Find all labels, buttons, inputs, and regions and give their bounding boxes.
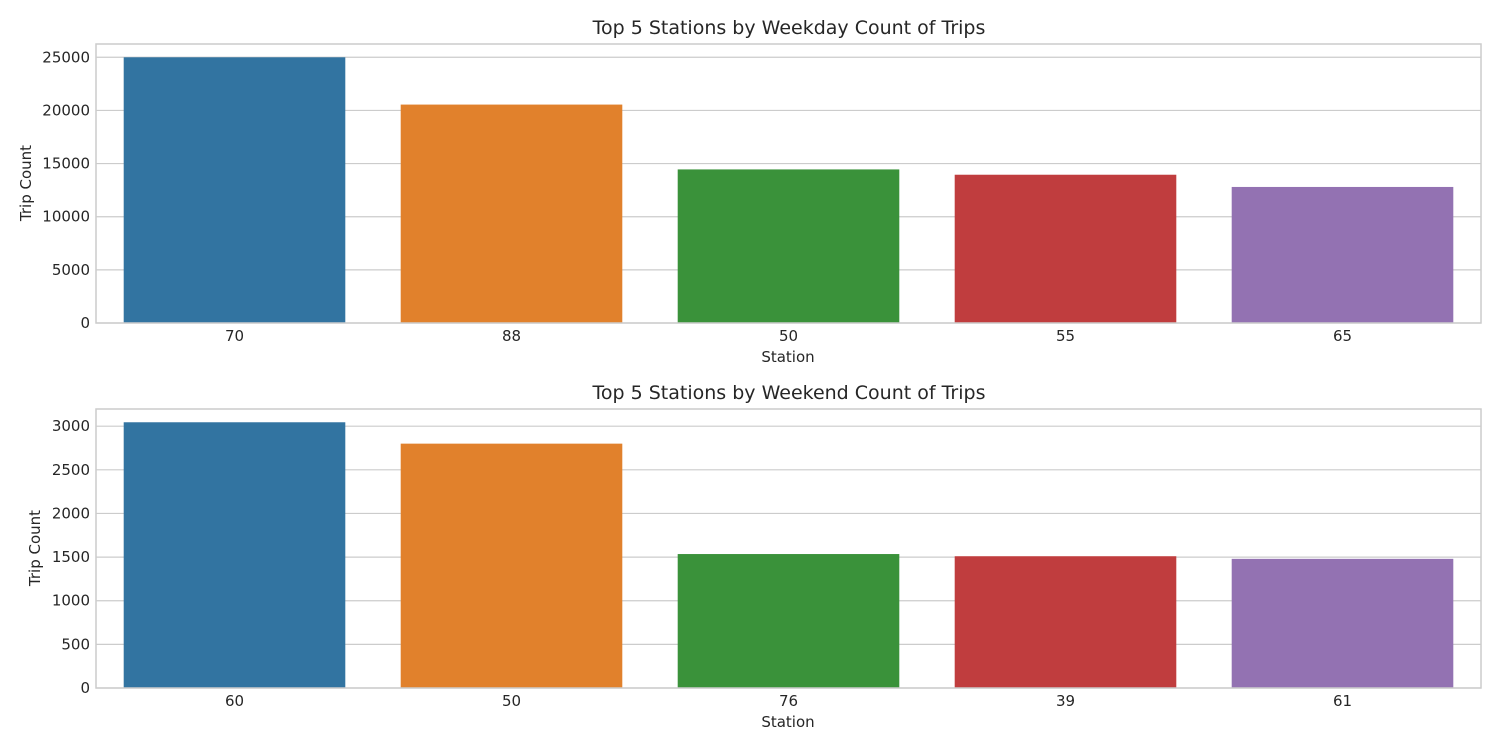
chart-panel-weekend: Top 5 Stations by Weekend Count of Trips… — [26, 382, 1482, 731]
y-tick-label: 10000 — [42, 208, 90, 226]
y-tick-label: 5000 — [52, 261, 90, 279]
y-tick-labels: 0 5000 10000 15000 20000 25000 — [42, 48, 90, 332]
x-tick-label: 88 — [502, 327, 521, 345]
bar-55 — [954, 174, 1177, 323]
x-tick-label: 39 — [1056, 692, 1075, 710]
y-tick-label: 0 — [80, 314, 90, 332]
chart-title: Top 5 Stations by Weekend Count of Trips — [592, 382, 986, 404]
x-tick-labels: 60 50 76 39 61 — [225, 692, 1352, 710]
chart-panel-weekday: Top 5 Stations by Weekday Count of Trips… — [17, 17, 1482, 366]
chart-title: Top 5 Stations by Weekday Count of Trips — [592, 17, 986, 39]
y-tick-label: 15000 — [42, 155, 90, 173]
plot-frame — [95, 43, 1482, 324]
bar-50 — [677, 169, 900, 323]
bar-70 — [123, 57, 346, 324]
x-tick-label: 55 — [1056, 327, 1075, 345]
x-tick-labels: 70 88 50 55 65 — [225, 327, 1352, 345]
x-tick-label: 50 — [779, 327, 798, 345]
bar-series — [123, 57, 1454, 324]
y-tick-label: 20000 — [42, 101, 90, 119]
x-tick-label: 61 — [1333, 692, 1352, 710]
y-tick-label: 0 — [80, 679, 90, 697]
x-axis-label: Station — [761, 713, 814, 731]
x-tick-label: 65 — [1333, 327, 1352, 345]
y-tick-label: 500 — [61, 635, 90, 653]
bar-65 — [1231, 186, 1454, 323]
y-tick-label: 1000 — [52, 592, 90, 610]
bar-88 — [400, 104, 623, 323]
x-axis-label: Station — [761, 348, 814, 366]
y-axis-label: Trip Count — [17, 145, 35, 222]
y-tick-label: 25000 — [42, 48, 90, 66]
y-tick-label: 3000 — [52, 417, 90, 435]
x-tick-label: 70 — [225, 327, 244, 345]
bar-61 — [1231, 558, 1454, 688]
bar-series — [123, 422, 1454, 688]
y-tick-label: 2500 — [52, 461, 90, 479]
plot-frame — [95, 408, 1482, 689]
y-axis-label: Trip Count — [26, 510, 44, 587]
bar-50 — [400, 443, 623, 688]
y-tick-label: 1500 — [52, 548, 90, 566]
bar-76 — [677, 554, 900, 688]
x-tick-label: 76 — [779, 692, 798, 710]
x-tick-label: 60 — [225, 692, 244, 710]
bar-39 — [954, 556, 1177, 688]
y-tick-label: 2000 — [52, 504, 90, 522]
y-tick-labels: 0 500 1000 1500 2000 2500 3000 — [52, 417, 90, 697]
bar-60 — [123, 422, 346, 688]
x-tick-label: 50 — [502, 692, 521, 710]
